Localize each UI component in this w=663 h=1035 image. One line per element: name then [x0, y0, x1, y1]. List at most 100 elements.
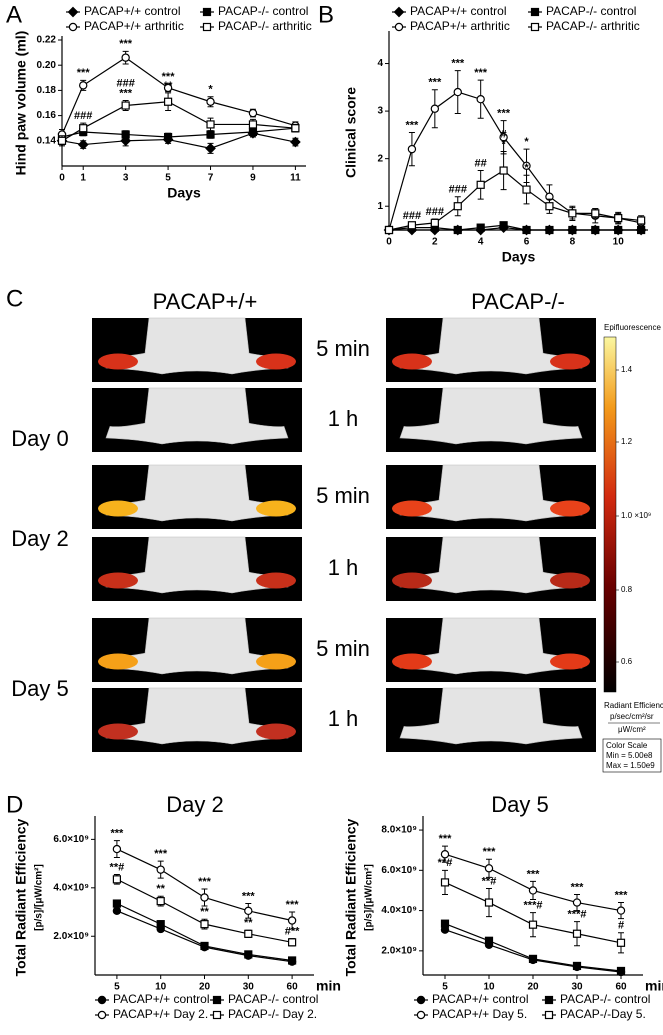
marker [407, 221, 417, 230]
x-tick-label: 8 [570, 237, 576, 248]
legend-label: PACAP+/+ control [432, 992, 529, 1006]
marker [528, 920, 538, 929]
legend-marker [393, 6, 405, 18]
x-tick-label: 6 [524, 237, 530, 248]
marker [476, 95, 485, 104]
time-label: 1 h [328, 406, 359, 431]
y-tick-label: 0.14 [37, 135, 57, 146]
significance-label: *** [428, 77, 442, 89]
marker [568, 225, 577, 235]
panel-label: B [318, 1, 334, 28]
marker [156, 865, 165, 874]
marker [528, 954, 538, 963]
legend-marker [212, 1010, 222, 1020]
legend-marker [530, 7, 540, 17]
marker [476, 180, 485, 189]
mouse-image [386, 536, 596, 601]
legend-marker [530, 22, 540, 32]
paw-signal [256, 500, 296, 517]
marker [614, 225, 623, 235]
time-label: 1 h [328, 706, 359, 731]
y-axis-label: [p/s]/[μW/cm²] [364, 864, 375, 931]
legend-label: PACAP-/- control [560, 992, 650, 1006]
legend-marker [97, 1010, 107, 1020]
x-tick-label: 20 [199, 982, 211, 993]
marker [163, 83, 173, 93]
significance-label: ### [116, 77, 134, 89]
paw-signal [256, 353, 296, 370]
paw-signal [98, 500, 138, 517]
x-tick-label: 5 [442, 982, 448, 993]
significance-label: ### [403, 210, 421, 222]
mouse-image [386, 464, 596, 529]
marker [163, 97, 173, 106]
significance-label: # [501, 128, 507, 140]
panel-label: C [6, 285, 23, 312]
legend-label: PACAP+/+ control [113, 992, 210, 1006]
x-axis-label: min [645, 978, 663, 994]
paw-signal [256, 572, 296, 589]
x-axis-label: Days [502, 249, 536, 265]
y-axis-label: Clinical score [343, 87, 359, 178]
significance-label: * [208, 84, 213, 96]
y-tick-label: 0.16 [37, 110, 57, 121]
mouse-image [386, 687, 596, 752]
day-label: Day 0 [11, 426, 68, 451]
marker [288, 956, 297, 965]
y-tick-label: 4 [377, 58, 383, 69]
marker [384, 225, 394, 235]
significance-label: *** [615, 889, 629, 901]
marker [244, 950, 253, 959]
marker [200, 893, 209, 902]
marker [200, 920, 209, 929]
paw-signal [392, 572, 432, 589]
marker [440, 878, 450, 887]
mouse-image [386, 617, 596, 682]
legend-label: PACAP+/+ Day 2. [113, 1007, 208, 1021]
colorbar-title: Epifluorescence [604, 323, 661, 332]
scale-box [602, 738, 662, 773]
significance-label: ### [426, 206, 444, 218]
mouse-image [92, 317, 302, 382]
paw-signal [392, 500, 432, 517]
chart-title: Day 5 [491, 792, 548, 817]
x-tick-label: 9 [250, 173, 256, 184]
marker [591, 225, 600, 235]
legend-marker [416, 995, 426, 1005]
colorbar-unit: p/sec/cm²/sr [610, 712, 654, 721]
x-tick-label: 4 [478, 237, 484, 248]
significance-label: *** [474, 67, 488, 79]
paw-signal [550, 653, 590, 670]
significance-label: *** [198, 876, 212, 888]
paw-signal [550, 572, 590, 589]
significance-label: * [501, 138, 506, 150]
y-tick-label: 6.0×10⁹ [53, 834, 89, 845]
marker [248, 120, 258, 129]
significance-label: #** [285, 926, 300, 938]
x-axis-label: min [316, 978, 341, 994]
time-label: 5 min [316, 636, 370, 661]
marker [545, 202, 554, 211]
marker [522, 225, 531, 235]
series-line [61, 56, 296, 135]
chart: 0 1 3 5 7 9 11 0.14 0.16 0.18 0.20 0.22 Days Hind paw… [13, 4, 312, 201]
marker [163, 132, 173, 142]
legend-label: PACAP+/+ arthritic [84, 19, 184, 33]
legend-label: PACAP-/- arthritic [218, 19, 312, 33]
marker [77, 139, 89, 150]
panel-label: D [6, 791, 23, 818]
y-tick-label: 2 [377, 153, 383, 164]
significance-label: * [524, 136, 529, 148]
legend-marker [394, 22, 404, 32]
marker [121, 53, 130, 62]
mouse-image [92, 687, 302, 752]
paw-signal [98, 572, 138, 589]
y-tick-label: 2.0×10⁹ [381, 945, 417, 956]
imaging-panel: 5 min 1 h 5 min 1 h 5 min 1 h Day 0 Day 2 Day 5 1… [11, 317, 651, 752]
time-label: 5 min [316, 336, 370, 361]
y-tick-label: 4.0×10⁹ [53, 882, 89, 893]
legend-label: PACAP-/- Day 2. [228, 1007, 317, 1021]
mouse-body [399, 687, 583, 745]
significance-label: *** [405, 119, 419, 131]
significance-label: *** [286, 899, 300, 911]
